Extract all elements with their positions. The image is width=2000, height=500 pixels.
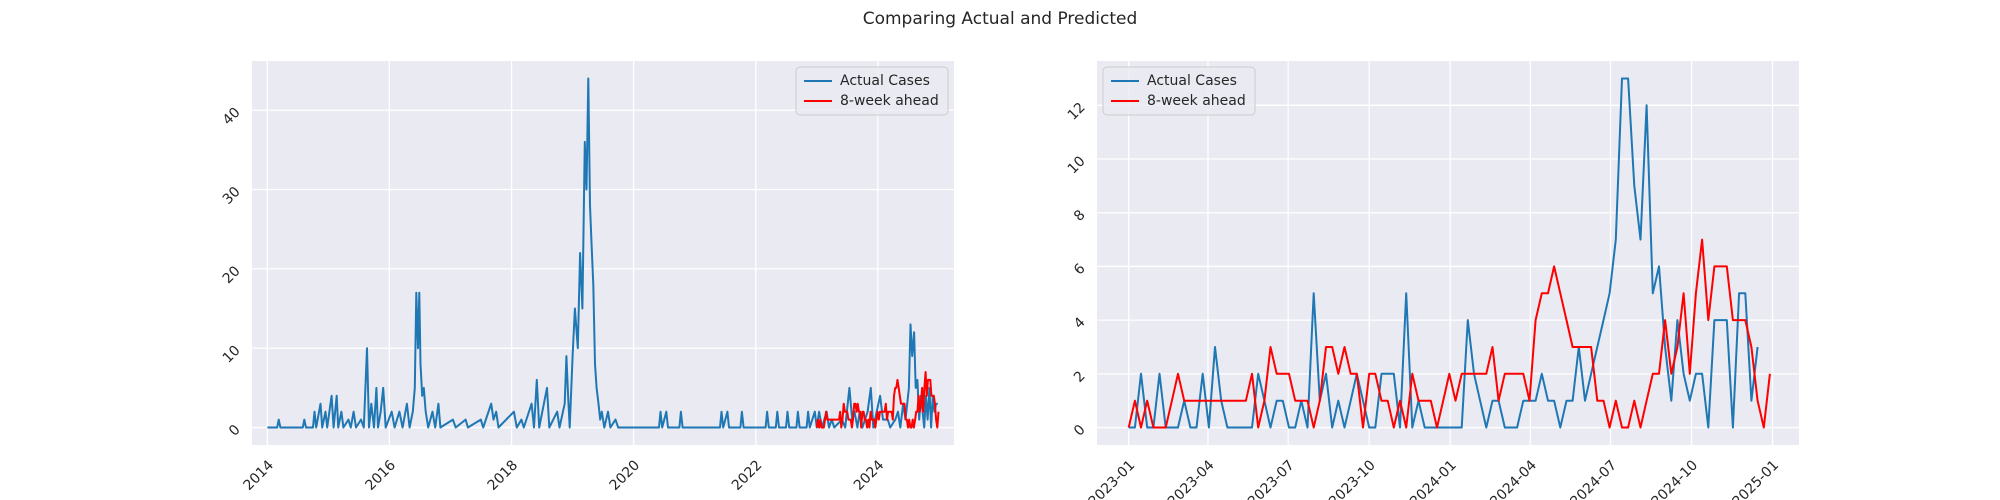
y-tick-label: 10	[220, 343, 244, 367]
y-tick-label: 10	[1065, 153, 1089, 177]
x-tick-label: 2023-01	[1086, 457, 1139, 500]
y-tick-label: 12	[1065, 100, 1089, 124]
x-tick-label: 2018	[485, 457, 522, 494]
y-tick-label: 4	[1071, 314, 1089, 332]
x-tick-label: 2023-10	[1326, 457, 1379, 500]
y-tick-label: 40	[220, 105, 244, 129]
y-tick-label: 20	[220, 263, 244, 287]
legend-label: 8-week ahead	[1147, 93, 1246, 109]
x-tick-label: 2020	[607, 457, 644, 494]
x-tick-label: 2024-01	[1407, 457, 1460, 500]
x-tick-label: 2024-04	[1487, 457, 1540, 500]
x-tick-label: 2022	[729, 457, 766, 494]
y-tick-label: 30	[220, 184, 244, 208]
y-tick-label: 2	[1071, 368, 1089, 386]
x-tick-label: 2024-07	[1567, 457, 1620, 500]
y-tick-label: 6	[1071, 261, 1089, 279]
y-tick-label: 0	[226, 422, 244, 440]
legend-label: Actual Cases	[840, 73, 930, 89]
x-tick-label: 2014	[240, 457, 277, 494]
series-line-8-week-ahead	[815, 371, 940, 429]
x-tick-label: 2025-01	[1730, 457, 1783, 500]
legend-frame	[1102, 66, 1256, 116]
x-tick-label: 2023-04	[1165, 457, 1218, 500]
suptitle: Comparing Actual and Predicted	[863, 9, 1138, 29]
right-chart-panel: 2023-01 2023-04 2023-07 2023-10 2024-01 2024-…	[1065, 61, 1799, 500]
plot-area	[252, 61, 954, 445]
x-tick-label: 2016	[362, 457, 399, 494]
left-chart-panel: 2014 2016 2018 2020 2022 2024 0 10 20 30 40 Actual …	[220, 61, 954, 494]
legend-label: 8-week ahead	[840, 93, 939, 109]
y-tick-label: 8	[1071, 207, 1089, 225]
legend-label: Actual Cases	[1147, 73, 1237, 89]
series-line-8-week-ahead	[1127, 238, 1771, 429]
legend: Actual Cases 8-week ahead	[795, 66, 949, 116]
x-tick-label: 2023-07	[1245, 457, 1298, 500]
legend: Actual Cases 8-week ahead	[1102, 66, 1256, 116]
series-line-actual-cases	[1128, 77, 1759, 429]
x-tick-label: 2024-10	[1648, 457, 1701, 500]
y-tick-label: 0	[1071, 422, 1089, 440]
x-tick-label: 2024	[851, 457, 888, 494]
legend-frame	[795, 66, 949, 116]
